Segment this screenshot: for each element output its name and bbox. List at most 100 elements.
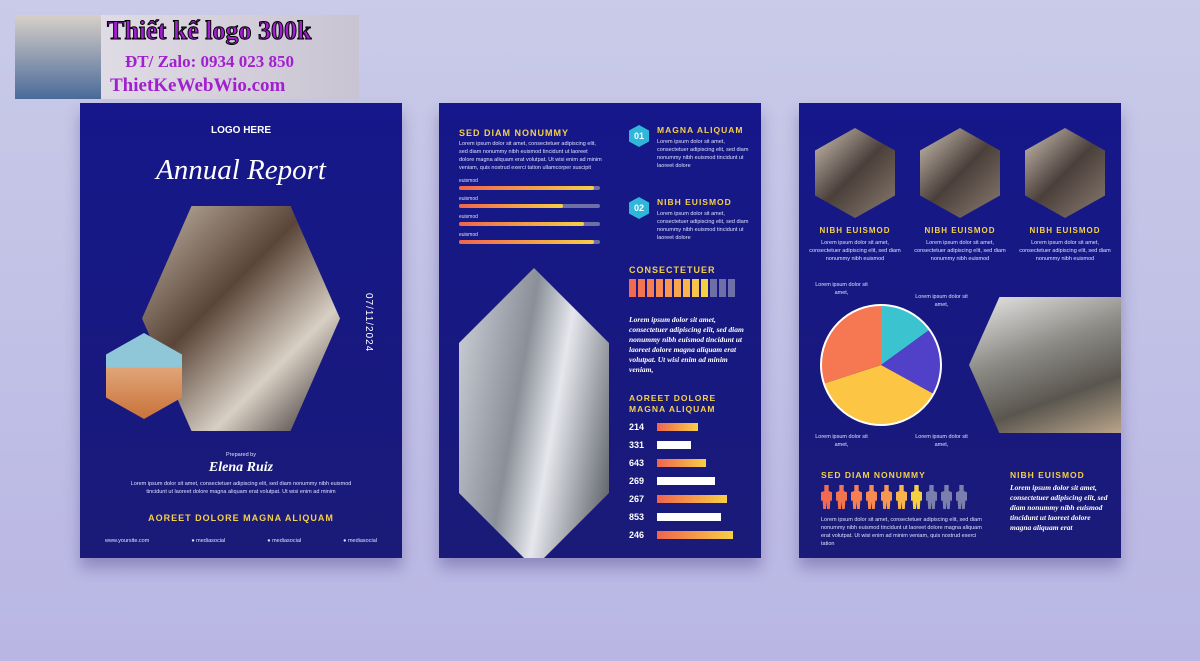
- progress-item: euismod: [459, 232, 600, 244]
- progress-item: euismod: [459, 214, 600, 226]
- pie-slice: [881, 329, 941, 394]
- feature-photo: [920, 128, 1000, 218]
- meter-block: [629, 279, 636, 297]
- item-title: MAGNA ALIQUAM: [657, 125, 744, 135]
- bar: [657, 495, 727, 503]
- social-link[interactable]: ● mediasocial: [191, 538, 226, 544]
- meter-block: [710, 279, 717, 297]
- people-title: SED DIAM NONUMMY: [821, 470, 926, 480]
- social-link[interactable]: ● mediasocial: [267, 538, 302, 544]
- bar-label: 267: [629, 494, 645, 504]
- watermark-line3: ThietKeWebWio.com: [110, 75, 286, 96]
- logo-text: LOGO HERE: [210, 125, 271, 136]
- bar-row: 643: [629, 454, 739, 472]
- meter-block: [665, 279, 672, 297]
- website-link[interactable]: www.yoursite.com: [105, 538, 150, 544]
- progress-track: [459, 222, 600, 226]
- feature-body: Lorem ipsum dolor sit amet, consectetuer…: [1019, 240, 1111, 262]
- bar: [657, 477, 715, 485]
- person-icon: [926, 485, 937, 509]
- meter-block: [683, 279, 690, 297]
- meter-block: [674, 279, 681, 297]
- bar-label: 331: [629, 440, 645, 450]
- feature-column: NIBH EUISMOD Lorem ipsum dolor sit amet, …: [809, 128, 901, 263]
- pie-slice: [881, 305, 930, 365]
- social-label: mediasocial: [347, 538, 377, 544]
- pie-label: Lorem ipsum dolor sit amet,: [915, 294, 968, 308]
- numbered-item: 01 MAGNA ALIQUAM Lorem ipsum dolor sit ame…: [629, 125, 751, 197]
- person-icon: [836, 485, 847, 509]
- numbered-item: 02 NIBH EUISMOD Lorem ipsum dolor sit amet…: [629, 197, 751, 269]
- watermark-line2: ĐT/ Zalo: 0934 023 850: [125, 52, 295, 71]
- pie-chart: [820, 304, 942, 426]
- progress-list: euismod euismod euismod euismod: [459, 178, 600, 250]
- avatar: [106, 333, 182, 419]
- consectetuer-title: CONSECTETUER: [629, 265, 716, 275]
- side-title: NIBH EUISMOD: [1010, 470, 1085, 480]
- bar-chart: 214 331 643 269 267 853 246: [629, 418, 739, 544]
- feature-title: NIBH EUISMOD: [819, 226, 891, 235]
- robot-photo: [969, 297, 1121, 433]
- quote: Lorem ipsum dolor sit amet, consectetuer…: [629, 315, 744, 374]
- section-heading: SED DIAM NONUMMY: [459, 128, 569, 138]
- progress-label: euismod: [459, 178, 478, 184]
- person-icon: [821, 485, 832, 509]
- footer: www.yoursite.com ● mediasocial ● mediaso…: [105, 537, 377, 545]
- author-name: Elena Ruiz: [208, 460, 274, 475]
- cover-tagline: AOREET DOLORE MAGNA ALIQUAM: [148, 513, 334, 523]
- bar: [657, 459, 706, 467]
- bar-row: 853: [629, 508, 739, 526]
- progress-label: euismod: [459, 196, 478, 202]
- cover-body: Lorem ipsum dolor sit amet, consectetuer…: [130, 481, 352, 495]
- pie-slice: [823, 365, 934, 425]
- person-icon: [896, 485, 907, 509]
- meter-block: [728, 279, 735, 297]
- section-body: Lorem ipsum dolor sit amet, consectetuer…: [459, 141, 602, 171]
- feature-body: Lorem ipsum dolor sit amet, consectetuer…: [914, 240, 1006, 262]
- people-chart: [821, 485, 971, 511]
- progress-label: euismod: [459, 214, 478, 220]
- block-meter: [629, 279, 735, 297]
- person-icon: [881, 485, 892, 509]
- bar-label: 853: [629, 512, 645, 522]
- progress-label: euismod: [459, 232, 478, 238]
- page-two: SED DIAM NONUMMY Lorem ipsum dolor sit a…: [439, 103, 761, 558]
- progress-fill: [459, 240, 595, 244]
- building-photo: [459, 268, 609, 558]
- progress-item: euismod: [459, 196, 600, 208]
- cover-title: Annual Report: [156, 154, 326, 186]
- watermark: Thiết kế logo 300k ĐT/ Zalo: 0934 023 85…: [15, 15, 359, 99]
- person-icon: [851, 485, 862, 509]
- bar-label: 246: [629, 530, 645, 540]
- meter-block: [719, 279, 726, 297]
- meter-block: [638, 279, 645, 297]
- watermark-photo: [15, 15, 101, 99]
- cover-page: LOGO HERE Annual Report 07/11/2024 Prepa…: [80, 103, 402, 558]
- bar: [657, 513, 721, 521]
- bar: [657, 423, 699, 431]
- bar-row: 269: [629, 472, 739, 490]
- page-three: NIBH EUISMOD Lorem ipsum dolor sit amet, …: [799, 103, 1121, 558]
- pie-slice: [821, 305, 881, 384]
- bar-row: 214: [629, 418, 739, 436]
- bar-row: 246: [629, 526, 739, 544]
- social-link[interactable]: ● mediasocial: [343, 538, 377, 544]
- progress-track: [459, 240, 600, 244]
- meter-block: [701, 279, 708, 297]
- pie-label: Lorem ipsum dolor sit amet,: [815, 282, 868, 296]
- watermark-line1: Thiết kế logo 300k: [106, 16, 312, 46]
- number-badge: 01: [629, 125, 649, 147]
- bar-row: 331: [629, 436, 739, 454]
- person-icon: [956, 485, 967, 509]
- pie-outline: [820, 304, 942, 426]
- progress-track: [459, 204, 600, 208]
- social-label: mediasocial: [196, 538, 226, 544]
- bar-label: 643: [629, 458, 645, 468]
- progress-fill: [459, 204, 564, 208]
- pie-label: Lorem ipsum dolor sit amet,: [915, 434, 968, 448]
- progress-item: euismod: [459, 178, 600, 190]
- number-badge: 02: [629, 197, 649, 219]
- person-icon: [941, 485, 952, 509]
- bar-row: 267: [629, 490, 739, 508]
- feature-title: NIBH EUISMOD: [1029, 226, 1101, 235]
